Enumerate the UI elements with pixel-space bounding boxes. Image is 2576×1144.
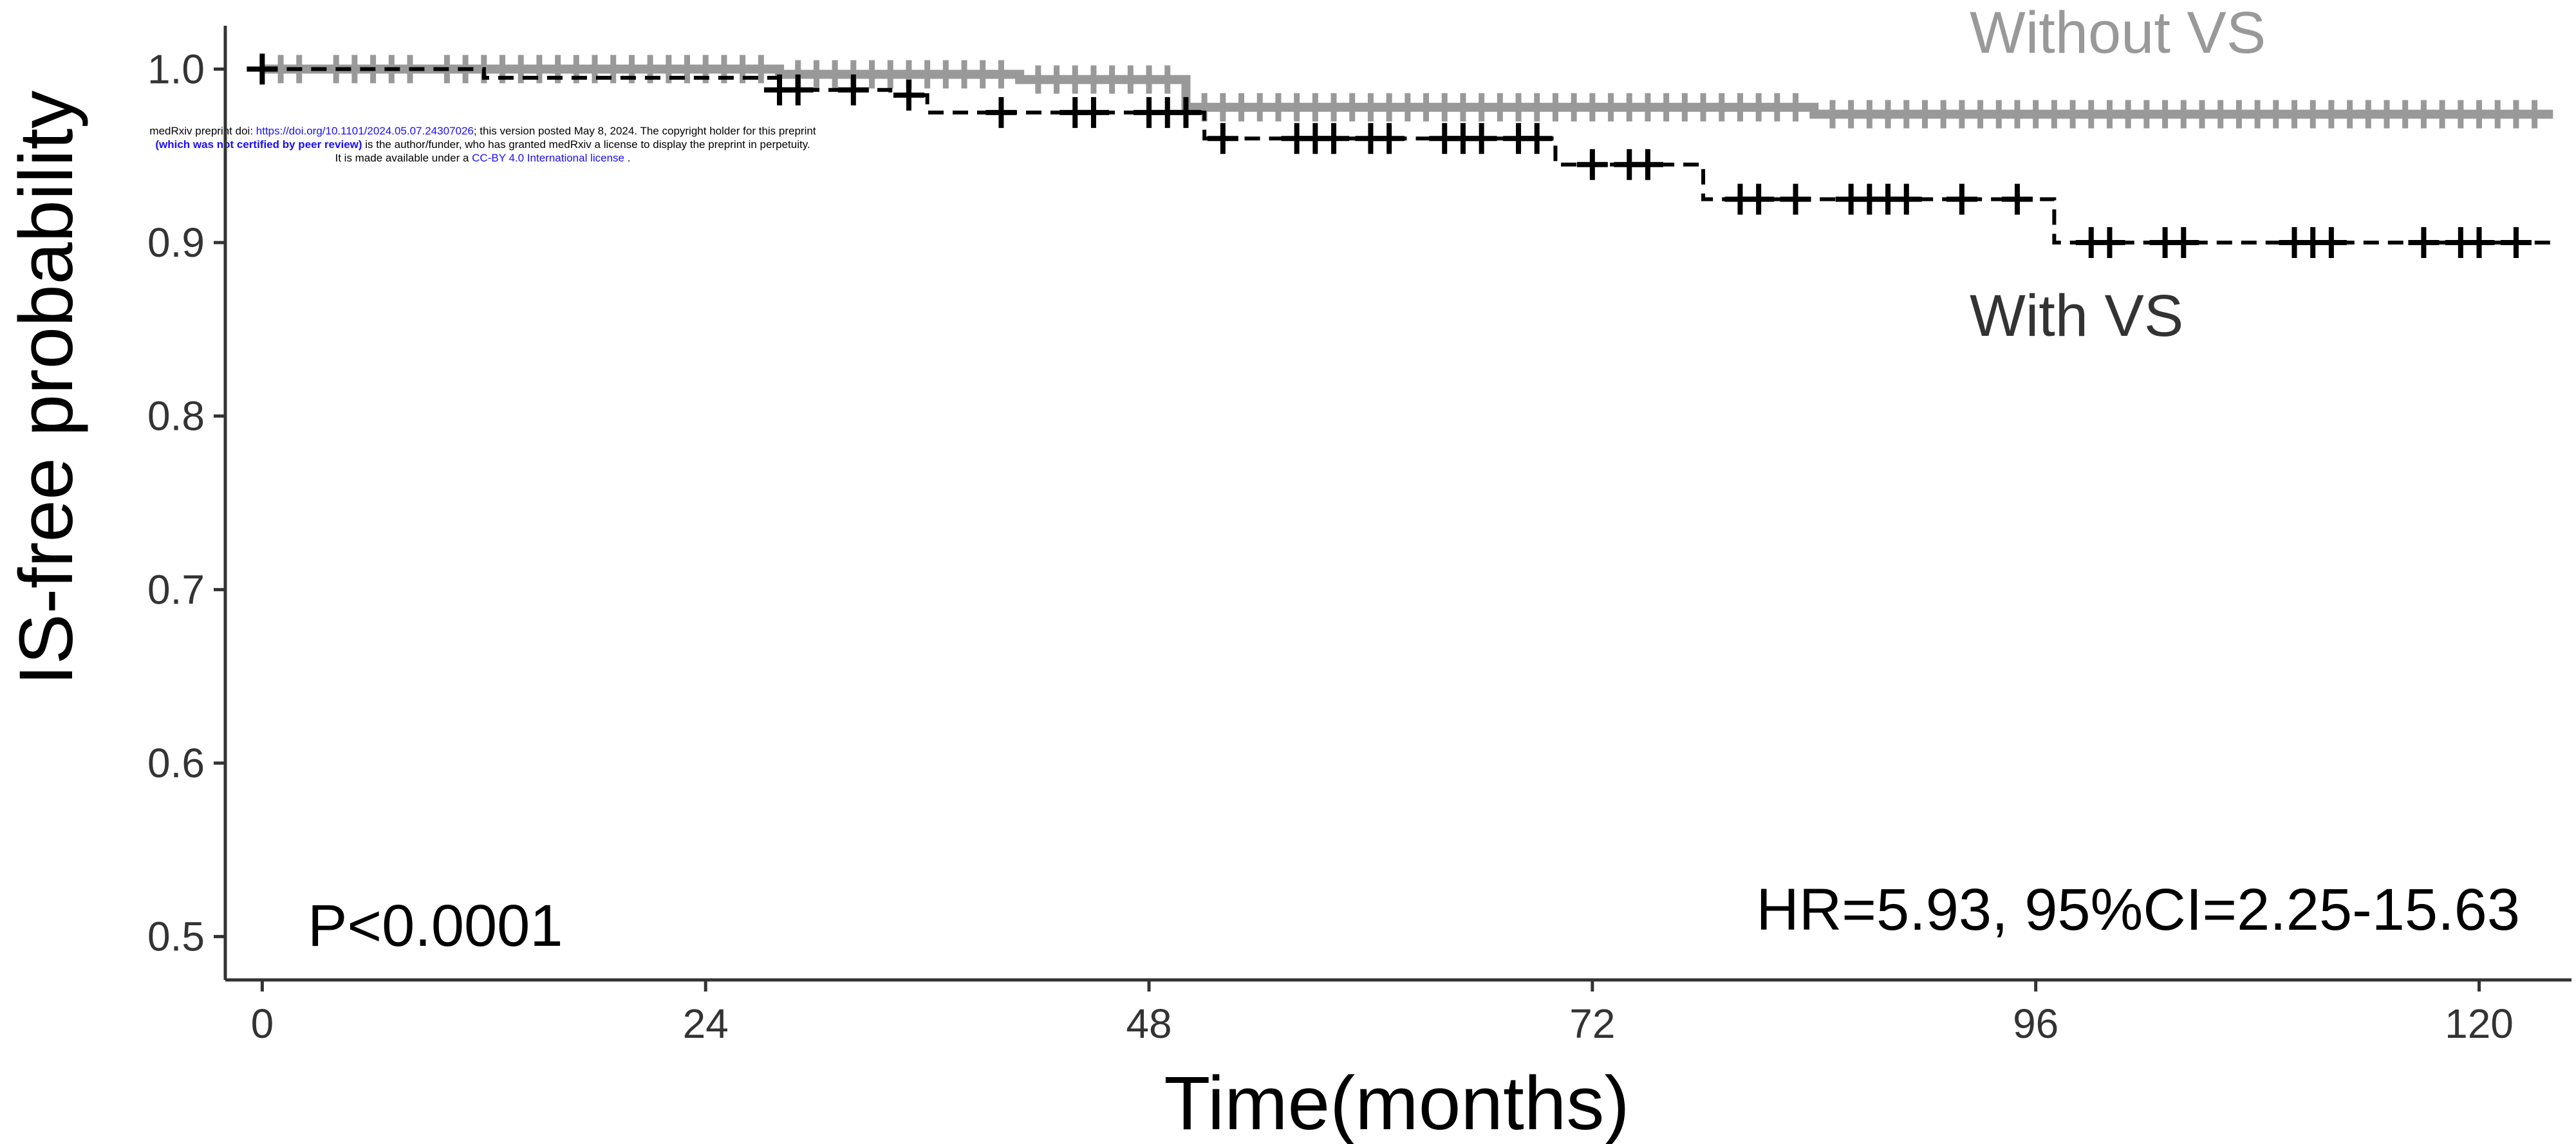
axes [223, 26, 2571, 982]
series-label-with-vs: With VS [1970, 283, 2183, 349]
series-label-without-vs: Without VS [1970, 0, 2266, 66]
censor-mark-without-vs [1153, 65, 1182, 94]
y-axis-ticks: 0.5 0.6 0.7 0.8 0.9 1.0 [147, 46, 225, 960]
censor-mark-with-vs [2463, 227, 2495, 259]
censor-mark-with-vs [1890, 183, 1922, 215]
censor-mark-with-vs [1078, 97, 1109, 128]
x-axis-ticks: 0 24 48 72 96 120 [251, 980, 2514, 1047]
censor-mark-with-vs [2315, 227, 2347, 259]
censor-mark-with-vs [2001, 183, 2033, 215]
censor-mark-without-vs [2520, 100, 2549, 129]
censor-mark-with-vs [2408, 227, 2440, 259]
series-layer [247, 53, 2553, 259]
y-axis-title: IS-free probability [4, 91, 89, 686]
censor-mark-without-vs [747, 55, 776, 84]
p-value-annotation: P<0.0001 [308, 893, 563, 959]
censor-mark-with-vs [1946, 183, 1977, 215]
x-tick-label: 120 [2445, 1001, 2514, 1047]
x-axis-title: Time(months) [1164, 1061, 1629, 1144]
x-tick-label: 0 [251, 1001, 274, 1047]
censor-mark-with-vs [782, 74, 814, 106]
banner-line-3: It is made available under a CC-BY 4.0 I… [335, 152, 631, 164]
censor-mark-with-vs [1318, 123, 1350, 154]
x-tick-label: 24 [683, 1001, 729, 1047]
y-tick-label: 0.9 [147, 219, 205, 266]
x-tick-label: 96 [2013, 1001, 2058, 1047]
censor-mark-with-vs [1780, 183, 1811, 215]
censor-mark-with-vs [1374, 123, 1405, 154]
censor-mark-with-vs [1743, 183, 1775, 215]
censor-mark-with-vs [2168, 227, 2199, 259]
censor-mark-with-vs [985, 97, 1017, 128]
censor-mark-with-vs [837, 74, 869, 106]
censor-mark-with-vs [1632, 149, 1663, 180]
x-tick-label: 48 [1126, 1001, 1171, 1047]
censor-mark-with-vs [1466, 123, 1497, 154]
censor-mark-with-vs [247, 53, 278, 85]
banner-line-1: medRxiv preprint doi: https://doi.org/10… [149, 125, 816, 137]
y-tick-label: 0.5 [147, 914, 205, 960]
censor-mark-with-vs [1170, 97, 1202, 128]
censor-mark-without-vs [1781, 93, 1810, 122]
doi-link[interactable]: https://doi.org/10.1101/2024.05.07.24307… [256, 125, 474, 137]
banner-line-2: (which was not certified by peer review)… [155, 138, 810, 151]
y-tick-label: 0.6 [147, 740, 205, 786]
censor-mark-without-vs [987, 60, 1016, 89]
preprint-banner: medRxiv preprint doi: https://doi.org/10… [51, 124, 914, 165]
y-tick-label: 0.7 [147, 566, 205, 613]
y-tick-label: 0.8 [147, 393, 205, 439]
censor-mark-with-vs [1207, 123, 1238, 154]
censor-mark-with-vs [1576, 149, 1608, 180]
censor-mark-with-vs [2500, 227, 2532, 259]
x-tick-label: 72 [1569, 1001, 1615, 1047]
censor-mark-with-vs [1521, 123, 1553, 154]
censor-mark-with-vs [2094, 227, 2125, 259]
license-link[interactable]: CC-BY 4.0 International license [472, 152, 625, 164]
censor-mark-with-vs [893, 79, 924, 111]
y-tick-label: 1.0 [147, 46, 205, 92]
hazard-ratio-annotation: HR=5.93, 95%CI=2.25-15.63 [1756, 877, 2520, 943]
